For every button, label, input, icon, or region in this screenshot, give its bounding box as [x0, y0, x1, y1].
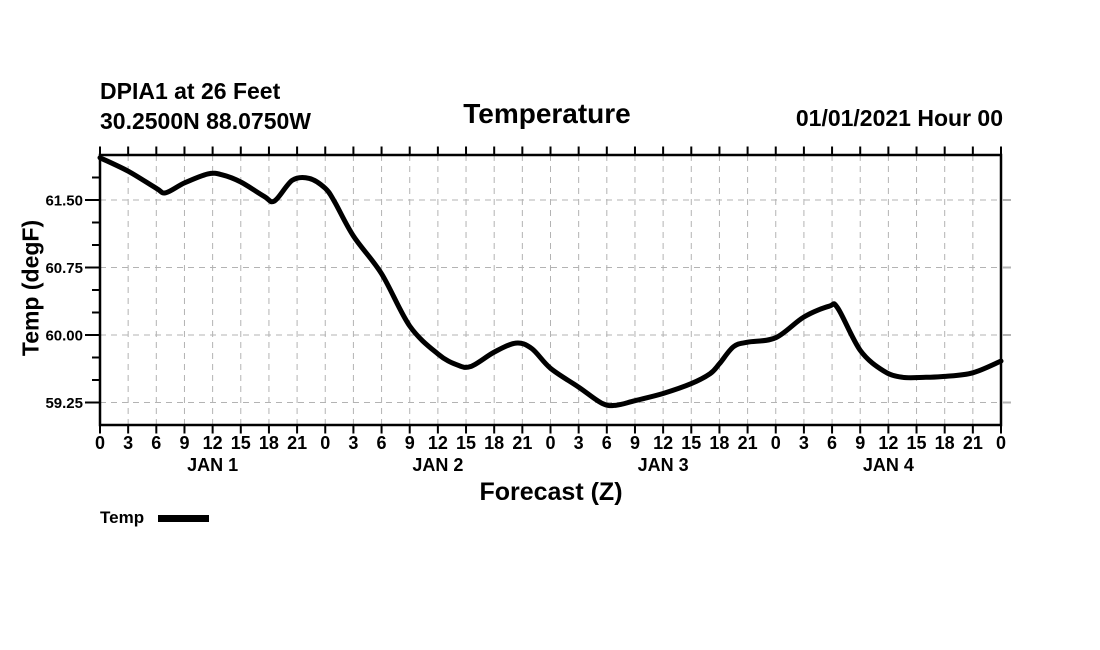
axis-tick-labels: 0 3 6 9 12 15 18 21 0 3 6 9 12 15 18 21 0 3 6 9 12 15 18 21 0 3 6 9… [45, 192, 1006, 475]
x-tick-label: 12 [203, 433, 223, 453]
x-axis-label: Forecast (Z) [479, 478, 623, 506]
x-tick-label: 9 [405, 433, 415, 453]
x-tick-label: 15 [907, 433, 927, 453]
y-tick-label: 59.25 [45, 395, 83, 412]
x-tick-label: 15 [681, 433, 701, 453]
x-tick-label: 0 [320, 433, 330, 453]
y-tick-label: 60.75 [45, 260, 83, 277]
x-tick-label: 18 [484, 433, 504, 453]
x-tick-label: 21 [512, 433, 532, 453]
x-tick-label: 15 [231, 433, 251, 453]
x-tick-label: 12 [878, 433, 898, 453]
day-label: JAN 4 [863, 455, 914, 475]
x-tick-label: 18 [259, 433, 279, 453]
x-tick-label: 18 [709, 433, 729, 453]
page-title: Temperature [463, 98, 631, 129]
x-tick-label: 3 [348, 433, 358, 453]
x-tick-label: 9 [630, 433, 640, 453]
x-tick-label: 6 [151, 433, 161, 453]
day-label: JAN 1 [187, 455, 238, 475]
x-tick-label: 12 [428, 433, 448, 453]
legend-line-swatch [158, 514, 210, 522]
x-tick-label: 21 [963, 433, 983, 453]
x-tick-label: 0 [95, 433, 105, 453]
x-tick-label: 3 [574, 433, 584, 453]
station-coordinates: 30.2500N 88.0750W [100, 108, 311, 134]
plot-border [98, 153, 1003, 427]
x-tick-label: 9 [179, 433, 189, 453]
x-tick-label: 3 [799, 433, 809, 453]
x-tick-label: 3 [123, 433, 133, 453]
legend: Temp [100, 508, 210, 528]
x-tick-label: 0 [771, 433, 781, 453]
day-label: JAN 2 [412, 455, 463, 475]
x-tick-label: 12 [653, 433, 673, 453]
x-tick-label: 21 [287, 433, 307, 453]
x-tick-label: 21 [738, 433, 758, 453]
x-tick-label: 6 [377, 433, 387, 453]
x-tick-label: 0 [545, 433, 555, 453]
day-label: JAN 3 [638, 455, 689, 475]
x-tick-label: 6 [827, 433, 837, 453]
y-tick-label: 61.50 [45, 192, 83, 209]
axis-ticks [85, 146, 1011, 434]
init-datetime: 01/01/2021 Hour 00 [795, 105, 1003, 131]
legend-label: Temp [100, 508, 145, 527]
y-tick-label: 60.00 [45, 327, 83, 344]
x-tick-label: 0 [996, 433, 1006, 453]
station-name: DPIA1 at 26 Feet [100, 78, 281, 104]
x-tick-label: 9 [855, 433, 865, 453]
temp-curve [97, 155, 1004, 409]
x-tick-label: 15 [456, 433, 476, 453]
x-tick-label: 18 [935, 433, 955, 453]
x-tick-label: 6 [602, 433, 612, 453]
gridlines [100, 155, 1001, 425]
